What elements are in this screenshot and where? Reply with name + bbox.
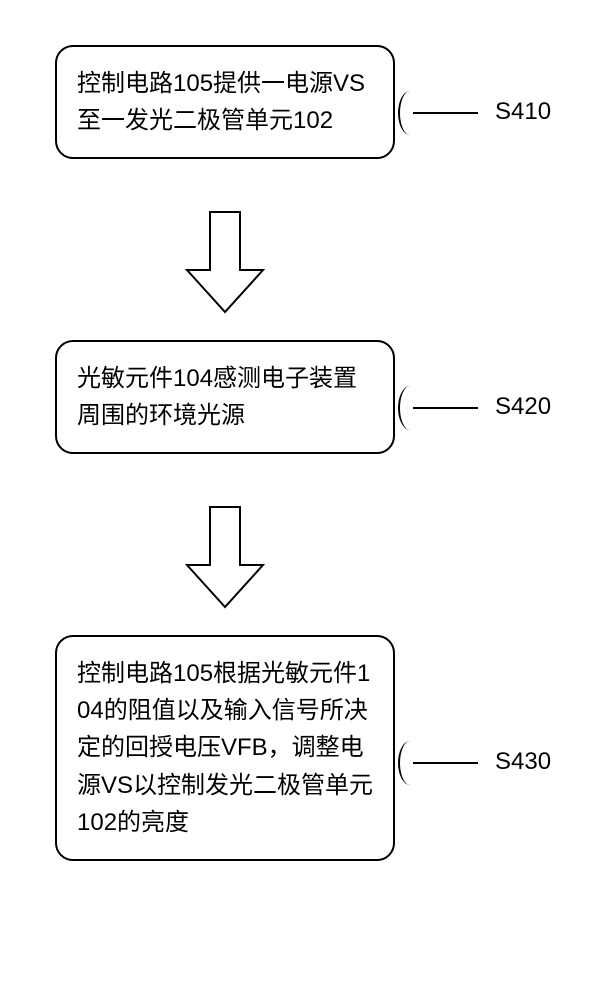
flow-step-1-label: S410 <box>495 98 551 126</box>
flow-step-3-text: 控制电路105根据光敏元件104的阻值以及输入信号所决定的回授电压VFB，调整电… <box>77 655 373 841</box>
flow-step-1-text: 控制电路105提供一电源VS至一发光二极管单元102 <box>77 65 373 139</box>
flow-step-1: 控制电路105提供一电源VS至一发光二极管单元102 <box>55 45 395 159</box>
flow-step-2: 光敏元件104感测电子装置周围的环境光源 <box>55 340 395 454</box>
flow-step-3-label: S430 <box>495 748 551 776</box>
flowchart-container: 控制电路105提供一电源VS至一发光二极管单元102 S410 光敏元件104感… <box>0 0 600 1000</box>
label-connector-line-3 <box>413 762 478 764</box>
flow-step-2-text: 光敏元件104感测电子装置周围的环境光源 <box>77 360 373 434</box>
flow-arrow-1 <box>185 210 265 315</box>
flow-arrow-2 <box>185 505 265 610</box>
flow-step-3: 控制电路105根据光敏元件104的阻值以及输入信号所决定的回授电压VFB，调整电… <box>55 635 395 861</box>
label-connector-line-1 <box>413 112 478 114</box>
flow-step-2-label: S420 <box>495 393 551 421</box>
label-connector-line-2 <box>413 407 478 409</box>
